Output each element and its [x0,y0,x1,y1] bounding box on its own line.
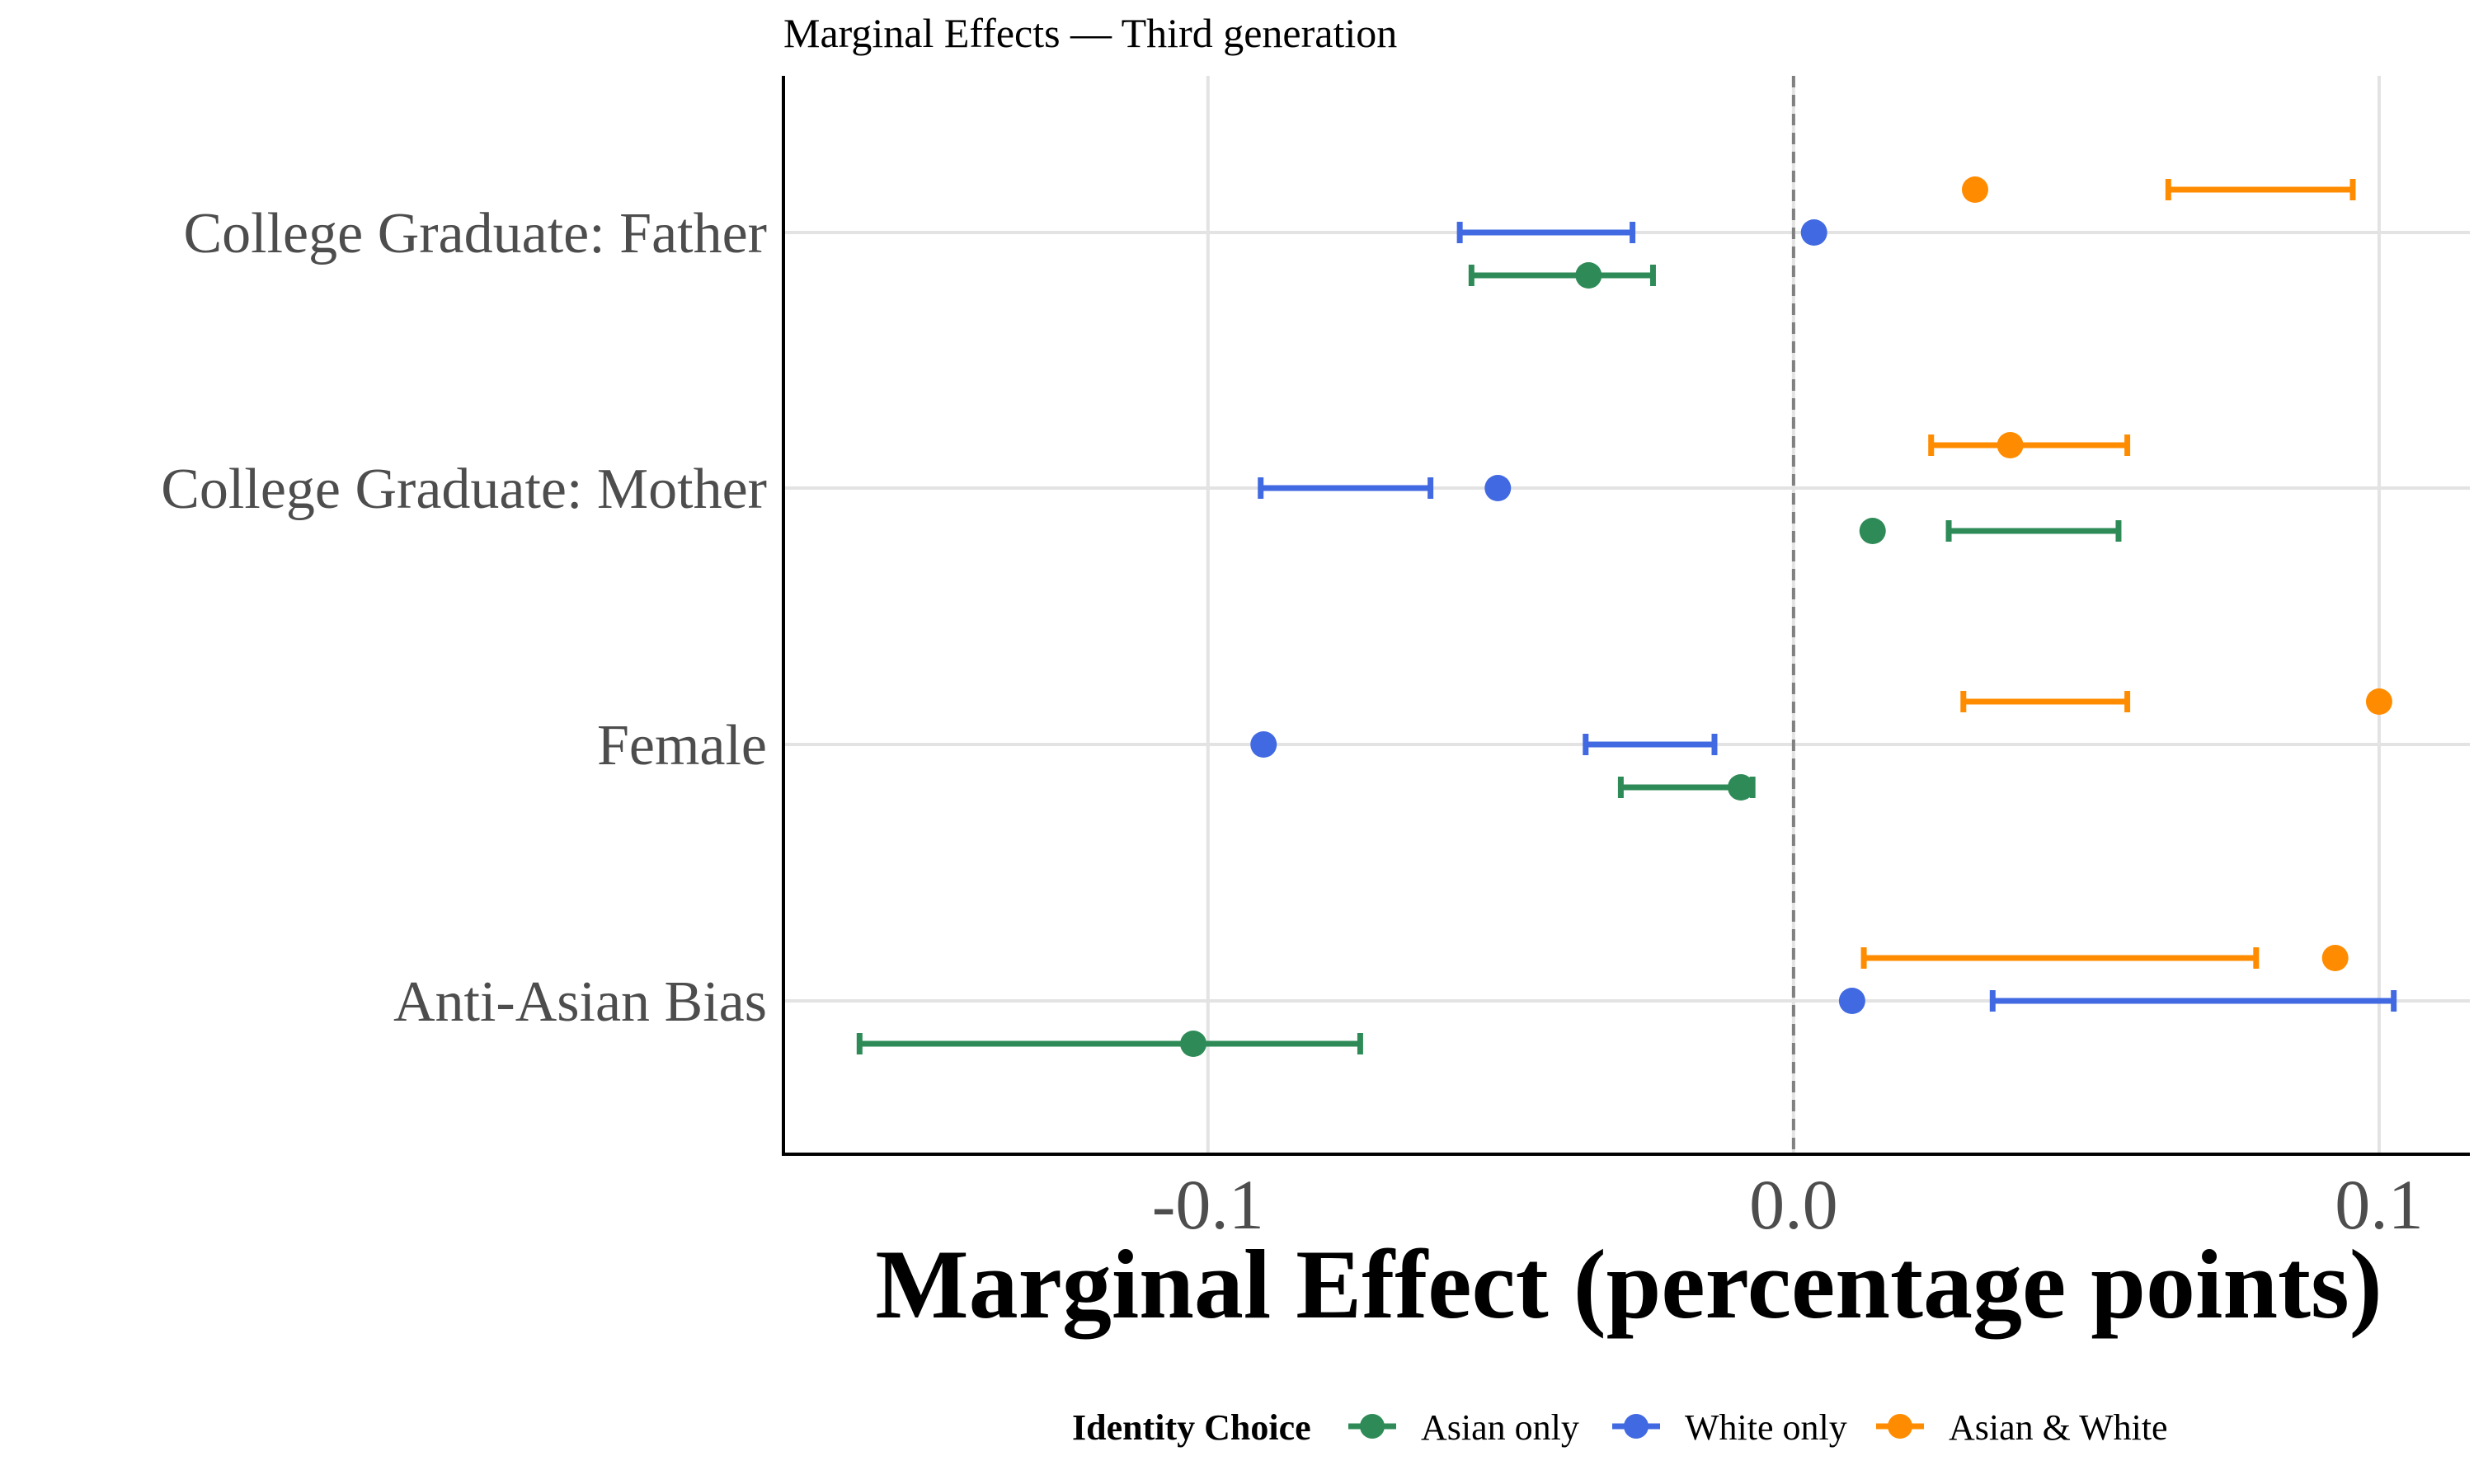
point-estimate [1859,518,1886,544]
errorbar [1928,434,2131,456]
y-tick-label: College Graduate: Mother [161,458,767,521]
errorbar [856,1033,1363,1054]
errorbar [1989,990,2397,1012]
data-points [856,176,2397,1057]
point-estimate [1961,176,1988,203]
y-tick-label: Anti-Asian Bias [393,970,767,1034]
point-estimate [1838,988,1865,1014]
point-estimate [1727,774,1754,801]
errorbar [1456,222,1636,243]
errorbar [1945,520,2122,542]
point-estimate [1484,475,1512,501]
legend-label: Asian only [1421,1407,1579,1448]
errorbar [1258,477,1434,499]
errorbar [1468,265,1656,286]
legend-key-point [1624,1414,1649,1439]
legend-key-point [1360,1414,1385,1439]
legend-label: Asian & White [1949,1407,2168,1448]
legend-label: White only [1685,1407,1847,1448]
errorbar [1860,947,2260,969]
legend-key-point [1888,1414,1912,1439]
point-estimate [2365,688,2392,715]
legend-title: Identity Choice [1072,1407,1311,1448]
errorbar [1583,734,1718,755]
point-estimate [1250,731,1277,758]
grid [783,76,2470,1154]
point-estimate [2321,945,2349,971]
point-estimate [1800,219,1827,246]
axes: -0.1 0.0 0.1 College Graduate: Father Colleg… [161,76,2470,1244]
x-tick-label: 0.0 [1749,1165,1838,1244]
chart-title: Marginal Effects — Third generation [783,10,1397,56]
y-tick-label: College Graduate: Father [183,202,767,265]
errorbar [2165,179,2356,200]
y-tick-label: Female [597,714,767,777]
errorbar [1960,691,2131,712]
legend: Identity Choice Asian only White only Asian… [1072,1407,2168,1448]
point-estimate [1575,262,1602,289]
point-estimate [1997,432,2024,458]
x-tick-label: -0.1 [1152,1165,1264,1244]
x-tick-label: 0.1 [2335,1165,2424,1244]
x-axis-label: Marginal Effect (percentage points) [875,1229,2382,1340]
point-estimate [1180,1031,1207,1057]
